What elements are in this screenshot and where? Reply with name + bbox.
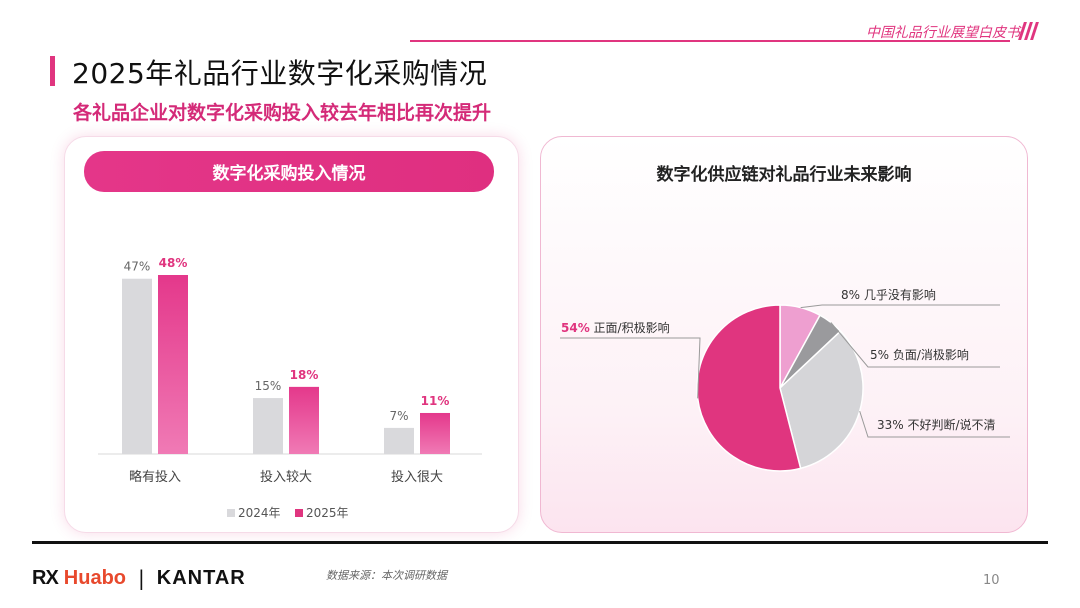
bar [122, 278, 152, 454]
huabo-logo: Huabo [63, 566, 127, 589]
pie-label: 5% 负面/消极影响 [870, 347, 969, 362]
rx-logo: RX [32, 566, 59, 589]
pie-label-text: 正面/积极影响 [590, 320, 670, 335]
kantar-logo: KANTAR [156, 566, 246, 589]
bar-chart-title: 数字化采购投入情况 [84, 151, 494, 192]
legend-label: 2025年 [306, 506, 349, 520]
pie-chart-title: 数字化供应链对礼品行业未来影响 [656, 165, 912, 185]
bar-chart-card [64, 136, 519, 533]
pie-slice [779, 330, 864, 470]
data-source: 数据来源：本次调研数据 [326, 569, 447, 582]
report-title: 中国礼品行业展望白皮书 [866, 25, 1020, 41]
category-label: 投入很大 [391, 469, 443, 485]
footer-rule [32, 541, 1048, 544]
bar [253, 398, 283, 454]
page-subtitle: 各礼品企业对数字化采购投入较去年相比再次提升 [73, 102, 492, 124]
leader-line [859, 411, 1010, 438]
legend-swatch [227, 509, 235, 517]
category-label: 投入较大 [260, 469, 312, 485]
header-rule [410, 40, 1010, 42]
brand-logos: RX Huabo | KANTAR [32, 566, 246, 590]
logo-separator: | [138, 566, 145, 590]
pie-label: 8% 几乎没有影响 [841, 287, 936, 302]
legend-label: 2024年 [238, 506, 281, 520]
pie-label-percent: 54% [561, 321, 590, 335]
bar-value-label: 48% [159, 256, 188, 270]
bar-value-label: 11% [421, 394, 450, 408]
bar [158, 275, 188, 454]
category-label: 略有投入 [129, 469, 181, 485]
leader-line [830, 322, 1000, 368]
bar [384, 427, 414, 454]
pie-label: 54% 正面/积极影响 [561, 320, 670, 335]
leader-line [560, 337, 701, 399]
leader-line [800, 304, 1000, 309]
bar-value-label: 15% [255, 379, 282, 393]
pie-label: 33% 不好判断/说不清 [877, 417, 996, 432]
bar [420, 412, 450, 454]
page-number: 10 [983, 573, 1000, 588]
legend-swatch [295, 509, 303, 517]
page-title: 2025年礼品行业数字化采购情况 [72, 57, 488, 90]
bar-value-label: 18% [290, 368, 319, 382]
bar-value-label: 47% [124, 260, 151, 274]
bar [289, 386, 319, 454]
bar-value-label: 7% [389, 409, 408, 423]
title-accent-bar [50, 56, 55, 86]
